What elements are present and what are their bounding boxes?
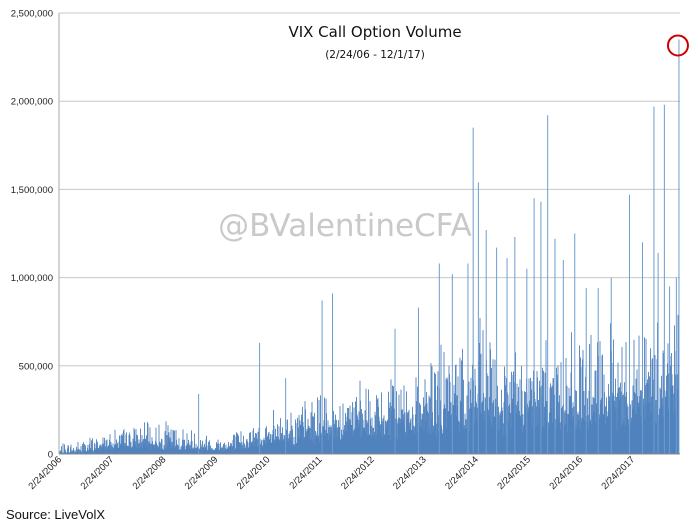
x-tick-label: 2/24/2010: [235, 454, 273, 492]
y-tick-label: 0: [48, 450, 53, 461]
y-tick-label: 500,000: [19, 361, 53, 372]
y-tick-label: 2,000,000: [11, 97, 53, 108]
y-tick-label: 1,500,000: [11, 185, 53, 196]
x-tick-label: 2/24/2011: [287, 454, 324, 491]
plot-area: [59, 13, 680, 454]
x-tick-label: 2/24/2016: [547, 454, 585, 492]
x-tick-label: 2/24/2012: [339, 454, 377, 492]
x-tick-label: 2/24/2015: [495, 454, 533, 492]
y-tick-label: 2,500,000: [11, 9, 53, 20]
y-tick-label: 1,000,000: [11, 273, 53, 284]
highlight-circle: [666, 34, 689, 57]
x-tick-label: 2/24/2006: [26, 454, 64, 492]
x-tick-label: 2/24/2014: [443, 454, 481, 492]
chart-title: VIX Call Option Volume: [288, 23, 461, 41]
chart-subtitle: (2/24/06 - 12/1/17): [325, 49, 425, 61]
x-tick-label: 2/24/2008: [131, 454, 169, 492]
x-tick-label: 2/24/2013: [391, 454, 429, 492]
x-tick-label: 2/24/2009: [183, 454, 221, 492]
volume-spikes: [198, 39, 680, 454]
source-note: Source: LiveVolX: [6, 507, 106, 522]
watermark: @BValentineCFA: [218, 208, 472, 244]
y-axis-tick-labels: 0 500,000 1,000,000 1,500,000 2,000,000 2,500…: [11, 9, 53, 461]
x-tick-label: 2/24/2007: [79, 454, 117, 492]
x-tick-label: 2/24/2017: [600, 454, 638, 492]
x-axis-tick-labels: 2/24/2006 2/24/2007 2/24/2008 2/24/2009 2/24…: [26, 454, 637, 492]
gridlines: [59, 12, 680, 367]
